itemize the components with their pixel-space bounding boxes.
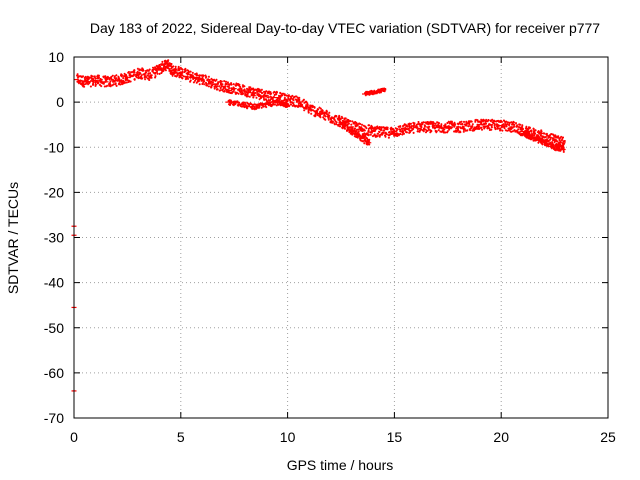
y-tick-label: -40	[44, 275, 64, 291]
data-point-cloud	[341, 121, 371, 146]
y-tick-label: 10	[48, 49, 64, 65]
y-tick-label: -50	[44, 320, 64, 336]
data-point-cloud	[227, 98, 291, 111]
series-main-track	[73, 59, 566, 149]
x-tick-label: 25	[600, 429, 616, 445]
data-points	[71, 59, 566, 392]
x-tick-label: 20	[493, 429, 509, 445]
x-axis-label: GPS time / hours	[287, 457, 394, 473]
y-tick-label: -10	[44, 139, 64, 155]
x-tick-label: 0	[70, 429, 78, 445]
data-point-cloud	[364, 87, 387, 97]
series-island	[361, 87, 387, 97]
axis-ticks: 0 5 10 15 20 25 -70 -60 -50 -40 -30 -20 -10 0 10	[44, 49, 616, 445]
y-axis-label: SDTVAR / TECUs	[5, 182, 21, 294]
series-end-branch	[520, 131, 566, 153]
y-tick-label: -30	[44, 230, 64, 246]
x-tick-label: 5	[177, 429, 185, 445]
data-point-cloud	[76, 59, 566, 149]
y-tick-label: -60	[44, 365, 64, 381]
y-tick-label: -20	[44, 184, 64, 200]
y-tick-label: 0	[56, 94, 64, 110]
grid-lines	[74, 57, 608, 418]
series-falling-branch	[338, 121, 372, 146]
y-tick-label: -70	[44, 410, 64, 426]
series-lower-branch	[225, 98, 291, 111]
x-tick-label: 15	[387, 429, 403, 445]
data-point-cloud	[522, 131, 565, 153]
chart-title: Day 183 of 2022, Sidereal Day-to-day VTE…	[90, 20, 600, 36]
x-tick-label: 10	[280, 429, 296, 445]
